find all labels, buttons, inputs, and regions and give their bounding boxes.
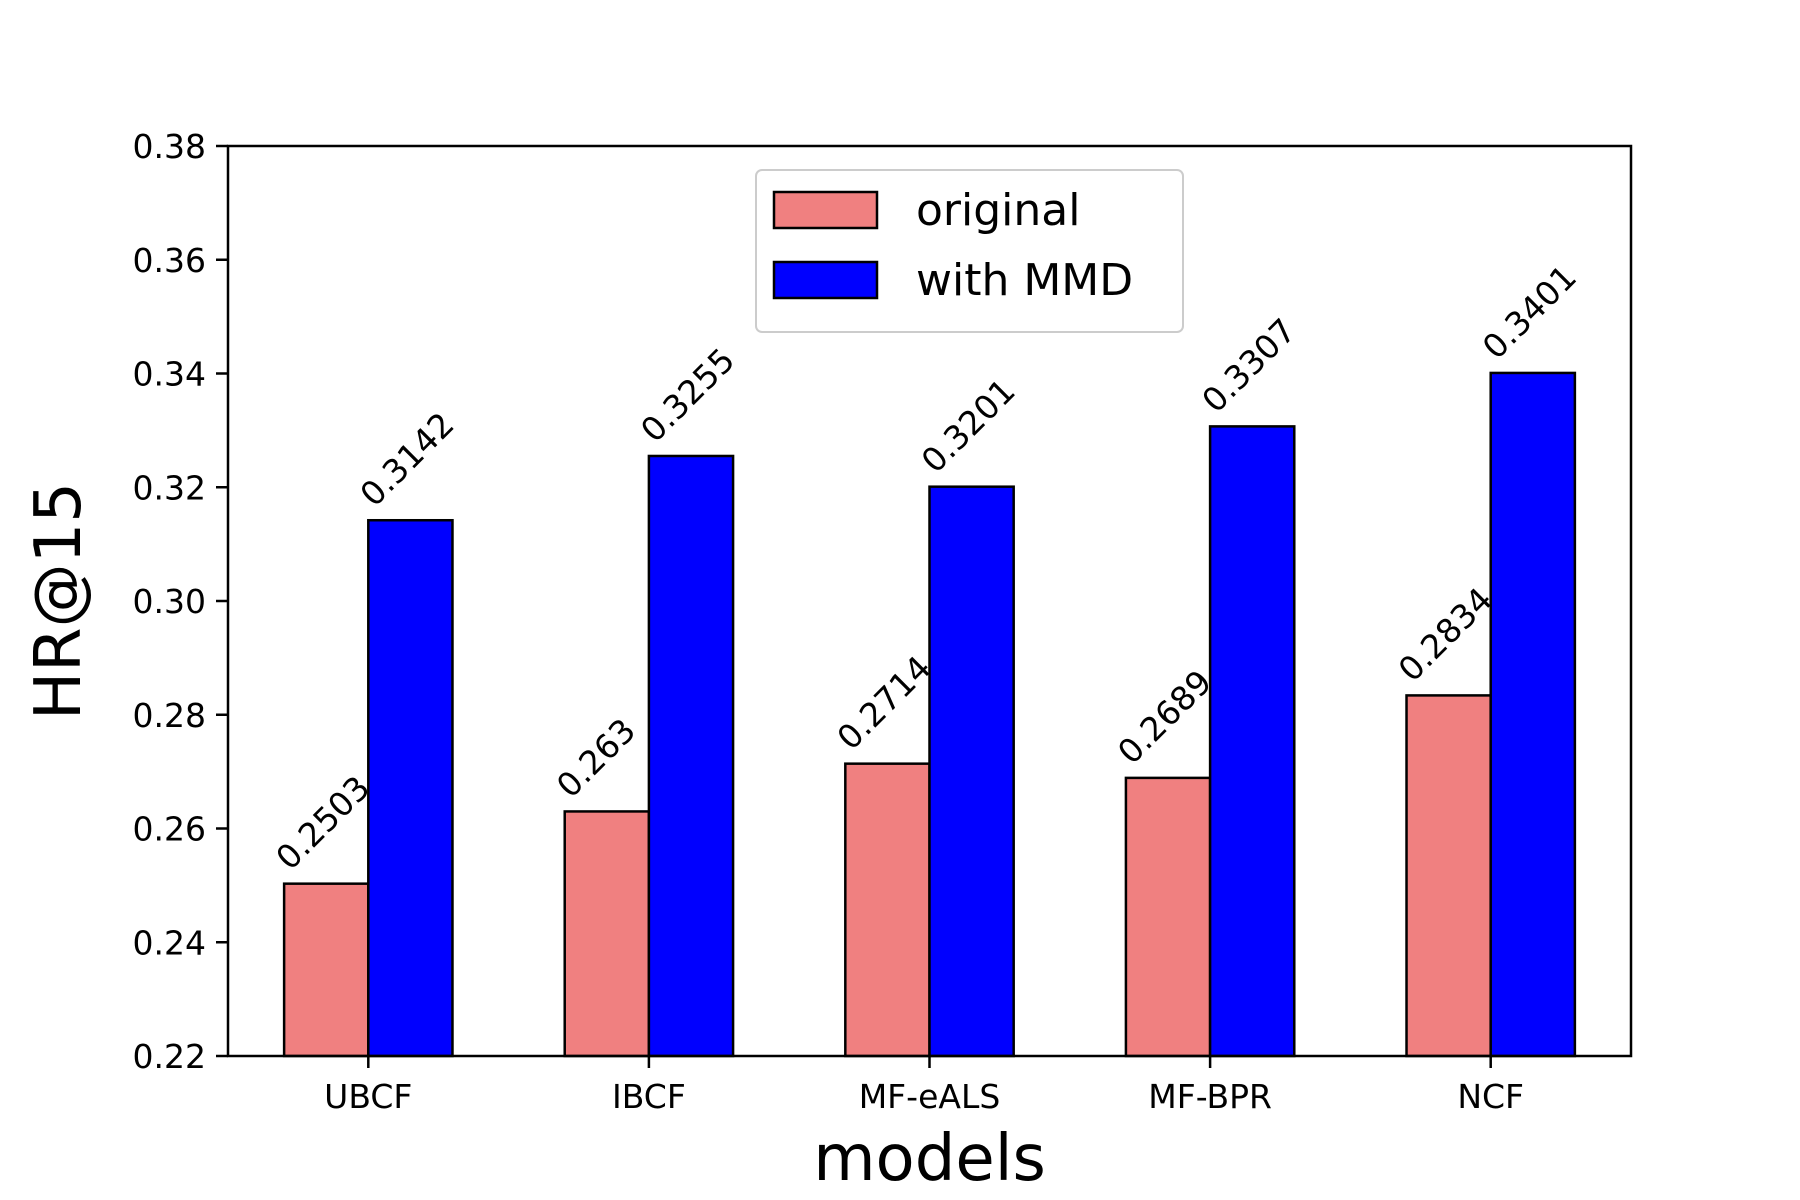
y-tick-label: 0.22 — [133, 1037, 206, 1076]
bar-with-mmd-ncf — [1489, 371, 1577, 1058]
y-tick-label: 0.24 — [133, 923, 206, 962]
y-tick-label: 0.32 — [133, 468, 206, 507]
bar-with-mmd-mf-eals — [928, 485, 1015, 1058]
x-tick-label: NCF — [1457, 1077, 1524, 1116]
bar-with-mmd-ubcf — [367, 518, 454, 1058]
x-tick-label: UBCF — [324, 1077, 412, 1116]
legend-label-with-mmd: with MMD — [916, 255, 1133, 306]
bar-value-label: 0.3401 — [1475, 257, 1584, 366]
y-axis-ticks: 0.22 0.24 0.26 0.28 0.30 0.32 0.34 0.36 0.38 — [133, 127, 228, 1076]
bar-with-mmd-ibcf — [647, 454, 735, 1058]
y-axis-title: HR@15 — [22, 482, 96, 720]
bar-original-ibcf — [563, 810, 651, 1058]
legend-swatch-with-mmd — [772, 260, 879, 300]
bar-value-label: 0.2503 — [268, 768, 377, 877]
bar-original-mf-bpr — [1124, 776, 1212, 1058]
y-tick-label: 0.36 — [133, 241, 206, 280]
x-tick-label: IBCF — [612, 1077, 686, 1116]
bar-value-label: 0.2834 — [1391, 580, 1500, 689]
x-tick-label: MF-eALS — [859, 1077, 1001, 1116]
bar-value-label: 0.3142 — [352, 405, 461, 514]
x-axis-ticks: UBCF IBCF MF-eALS MF-BPR NCF — [324, 1056, 1524, 1116]
y-tick-label: 0.28 — [133, 696, 206, 735]
x-tick-label: MF-BPR — [1148, 1077, 1272, 1116]
legend-swatch-original — [772, 190, 879, 230]
bar-value-label: 0.263 — [549, 711, 643, 805]
bar-value-label: 0.3201 — [914, 371, 1023, 480]
bar-with-mmd-mf-bpr — [1208, 425, 1296, 1058]
x-axis-title: models — [813, 1122, 1046, 1196]
bar-original-mf-eals — [844, 762, 931, 1058]
legend: original with MMD — [755, 169, 1184, 333]
bars-group — [282, 371, 1577, 1058]
bar-original-ubcf — [282, 882, 370, 1058]
bar-value-label: 0.3255 — [633, 340, 742, 449]
y-tick-label: 0.38 — [133, 127, 206, 166]
y-tick-label: 0.30 — [133, 582, 206, 621]
legend-label-original: original — [916, 185, 1080, 236]
y-tick-label: 0.26 — [133, 810, 206, 849]
y-tick-label: 0.34 — [133, 355, 206, 394]
bar-value-label: 0.2689 — [1110, 662, 1219, 771]
bar-value-label: 0.2714 — [829, 648, 938, 757]
bar-original-ncf — [1405, 694, 1492, 1058]
bar-value-label: 0.3307 — [1194, 311, 1303, 420]
